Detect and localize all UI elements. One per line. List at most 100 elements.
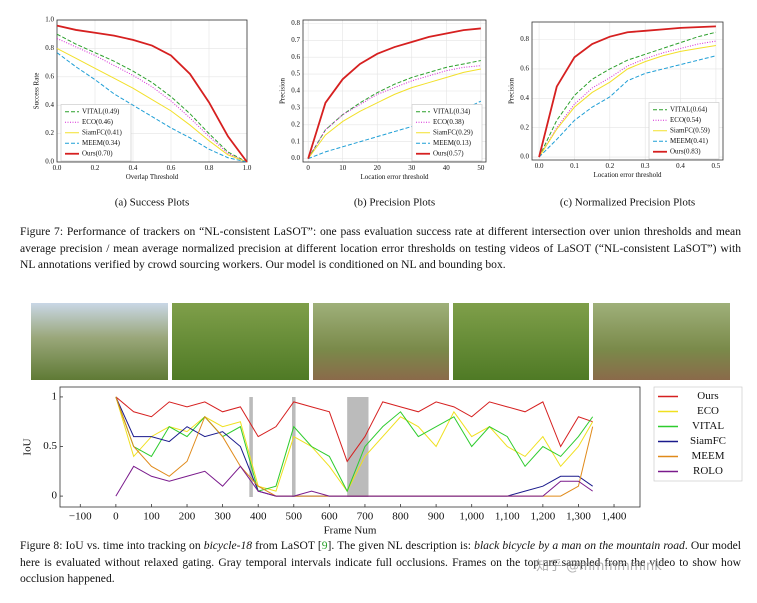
x-tick-label: 0.2 bbox=[605, 162, 614, 170]
x-axis-label: Location error threshold bbox=[593, 171, 662, 179]
frame-photo bbox=[31, 303, 168, 380]
x-tick-label: 0.3 bbox=[641, 162, 650, 170]
y-tick-label: 0.4 bbox=[291, 87, 300, 95]
figure8-caption: Figure 8: IoU vs. time into tracking on … bbox=[20, 538, 741, 588]
x-tick-label: 600 bbox=[321, 510, 338, 522]
plot-frame bbox=[531, 21, 724, 161]
x-tick-label: 900 bbox=[428, 510, 445, 522]
x-tick-label: 0.5 bbox=[712, 162, 721, 170]
caption-text: Figure 8: IoU vs. time into tracking on bbox=[20, 539, 204, 552]
legend-label: Ours(0.57) bbox=[433, 149, 464, 157]
x-tick-label: 0.8 bbox=[205, 164, 214, 172]
y-tick-label: 0.4 bbox=[45, 101, 54, 109]
x-tick-label: 1,400 bbox=[602, 510, 627, 522]
x-tick-label: 100 bbox=[143, 510, 160, 522]
y-tick-label: 0.6 bbox=[45, 72, 54, 80]
subcaption: (c) Normalized Precision Plots bbox=[560, 197, 695, 209]
series-line bbox=[307, 27, 481, 159]
x-tick-label: 0.0 bbox=[535, 162, 544, 170]
legend-label: SiamFC(0.29) bbox=[433, 128, 474, 136]
legend-label: Ours bbox=[697, 390, 718, 402]
frame-photo bbox=[593, 303, 730, 380]
y-tick-label: 0.7 bbox=[291, 36, 300, 44]
y-tick-label: 0.2 bbox=[520, 123, 529, 131]
series-line bbox=[538, 55, 717, 158]
plot-frame bbox=[59, 386, 641, 508]
subcaption: (b) Precision Plots bbox=[354, 197, 435, 209]
legend-label: SiamFC(0.59) bbox=[670, 126, 711, 134]
occlusion-interval bbox=[249, 397, 253, 497]
series-line bbox=[115, 465, 593, 497]
legend-label: ECO(0.54) bbox=[670, 116, 702, 124]
x-axis-label: Frame Num bbox=[324, 525, 377, 537]
y-tick-label: 0.5 bbox=[291, 70, 300, 78]
y-tick-label: 0.5 bbox=[43, 440, 57, 452]
series-line bbox=[115, 396, 594, 493]
y-tick-label: 0.0 bbox=[520, 153, 529, 161]
caption-text: bicycle-18 bbox=[203, 539, 253, 552]
y-tick-label: 0.1 bbox=[291, 137, 300, 145]
x-tick-label: 0.6 bbox=[167, 164, 176, 172]
y-tick-label: 0.3 bbox=[291, 104, 300, 112]
x-tick-label: 10 bbox=[339, 164, 347, 172]
x-tick-label: 1,100 bbox=[495, 510, 520, 522]
legend-label: MEEM(0.41) bbox=[670, 137, 709, 145]
x-tick-label: 200 bbox=[179, 510, 196, 522]
occlusion-interval bbox=[292, 397, 296, 497]
series-line bbox=[538, 31, 717, 158]
x-tick-label: 1,200 bbox=[530, 510, 555, 522]
y-tick-label: 0.6 bbox=[520, 65, 529, 73]
frame-photo bbox=[453, 303, 589, 380]
caption-text: . Our model here is evaluated without re… bbox=[20, 539, 741, 585]
legend-label: Ours(0.70) bbox=[82, 149, 113, 157]
y-tick-label: 0.2 bbox=[45, 129, 54, 137]
y-tick-label: 0.4 bbox=[520, 94, 529, 102]
x-tick-label: 0.4 bbox=[676, 162, 685, 170]
legend-label: SiamFC(0.41) bbox=[82, 128, 123, 136]
video-frames bbox=[31, 303, 730, 380]
legend-label: ECO(0.38) bbox=[433, 118, 465, 126]
caption-text: black bicycle by a man on the mountain r… bbox=[474, 539, 685, 552]
x-tick-label: −100 bbox=[69, 510, 92, 522]
y-tick-label: 0.8 bbox=[291, 19, 300, 27]
x-tick-label: 1,000 bbox=[459, 510, 484, 522]
series-line bbox=[56, 38, 248, 163]
caption-text: ]. The given NL description is: bbox=[327, 539, 475, 552]
series-line bbox=[56, 52, 248, 163]
figure7-caption: Figure 7: Performance of trackers on “NL… bbox=[20, 225, 741, 271]
series-line bbox=[56, 47, 248, 163]
y-tick-label: 0.8 bbox=[45, 44, 54, 52]
y-axis-label: Success Rate bbox=[33, 73, 41, 110]
y-tick-label: 0.2 bbox=[291, 120, 300, 128]
y-axis-label: Precision bbox=[508, 77, 516, 104]
frame-photo bbox=[313, 303, 449, 380]
y-tick-label: 1 bbox=[52, 390, 58, 402]
series-line bbox=[538, 44, 717, 158]
x-tick-label: 0 bbox=[306, 164, 310, 172]
series-line bbox=[56, 24, 248, 163]
series-line bbox=[307, 68, 481, 159]
x-tick-label: 0 bbox=[113, 510, 119, 522]
x-tick-label: 400 bbox=[250, 510, 267, 522]
x-axis-label: Location error threshold bbox=[360, 173, 429, 181]
x-axis-label: Overlap Threshold bbox=[126, 173, 179, 181]
x-tick-label: 1,300 bbox=[566, 510, 591, 522]
caption-text: from LaSOT [ bbox=[252, 539, 322, 552]
legend-label: SiamFC bbox=[690, 435, 726, 447]
legend-label: VITAL(0.64) bbox=[670, 105, 708, 113]
citation-link[interactable]: 9 bbox=[321, 539, 328, 552]
legend-label: ECO(0.46) bbox=[82, 118, 114, 126]
y-axis-label: IoU bbox=[22, 438, 34, 455]
legend-label: VITAL bbox=[692, 420, 724, 432]
x-tick-label: 0.0 bbox=[53, 164, 62, 172]
y-axis-label: Precision bbox=[279, 77, 287, 104]
x-tick-label: 800 bbox=[392, 510, 409, 522]
y-tick-label: 0.6 bbox=[291, 53, 300, 61]
y-tick-label: 0 bbox=[52, 490, 58, 502]
y-tick-label: 0.8 bbox=[520, 35, 529, 43]
frame-photo bbox=[172, 303, 309, 380]
x-tick-label: 0.4 bbox=[129, 164, 138, 172]
series-line bbox=[115, 396, 593, 463]
x-tick-label: 0.1 bbox=[570, 162, 579, 170]
legend-box bbox=[653, 386, 743, 482]
